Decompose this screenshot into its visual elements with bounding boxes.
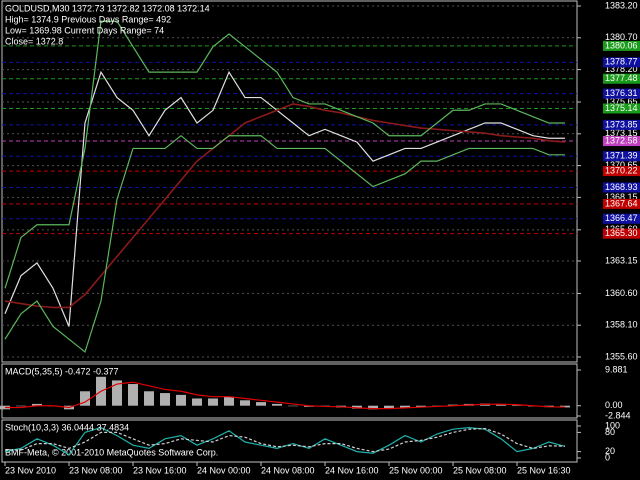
level-box [603, 57, 640, 68]
y-tick-label: 100 [605, 420, 620, 430]
level-label: 1378.77 [605, 57, 638, 67]
level-label: 1371.39 [605, 151, 638, 161]
info-line: High= 1374.9 Previous Days Range= 492 [5, 14, 171, 24]
panel-frame [1, 419, 578, 463]
info-line: Close= 1372.8 [5, 36, 63, 46]
level-box [603, 119, 640, 130]
level-label: 1370.22 [605, 165, 638, 175]
level-box [603, 88, 640, 99]
histogram-bar [144, 391, 154, 406]
x-tick-label: 25 Nov 16:30 [517, 465, 571, 475]
series-line [4, 70, 565, 327]
level-label: 1367.64 [605, 198, 638, 208]
histogram-bar [128, 384, 138, 406]
y-tick-label: 80 [605, 427, 615, 437]
y-tick-label: 1375.65 [605, 96, 638, 106]
level-label: 1368.93 [605, 182, 638, 192]
histogram-bar [112, 380, 122, 406]
y-tick-label: 1380.70 [605, 32, 638, 42]
series-line [4, 134, 565, 353]
level-box [603, 40, 640, 51]
panel-title: Stoch(10,3,3) 36.0444 37.4834 [5, 422, 129, 432]
level-box [603, 103, 640, 114]
panel-frame [1, 363, 578, 419]
x-tick-label: 24 Nov 08:00 [261, 465, 315, 475]
level-box [603, 213, 640, 224]
level-box [603, 182, 640, 193]
histogram-bar [160, 393, 170, 406]
level-label: 1376.31 [605, 88, 638, 98]
panel-title: MACD(5,35,5) -0.472 -0.377 [5, 366, 119, 376]
histogram-bar [176, 394, 186, 406]
level-label: 1377.48 [605, 73, 638, 83]
histogram-bar [352, 405, 362, 409]
footer: BMF-Meta, © 2001-2010 MetaQuotes Softwar… [5, 447, 218, 457]
histogram-bar [512, 404, 522, 406]
histogram-bar [208, 398, 218, 406]
histogram-bar [288, 405, 298, 407]
x-tick-label: 25 Nov 00:00 [389, 465, 443, 475]
level-label: 1366.47 [605, 213, 638, 223]
level-box [603, 73, 640, 84]
x-tick-label: 25 Nov 08:00 [453, 465, 507, 475]
info-line: Low= 1369.98 Current Days Range= 74 [5, 25, 164, 35]
histogram-bar [224, 396, 234, 406]
histogram-bar [32, 403, 42, 406]
x-tick-label: 23 Nov 2010 [5, 465, 56, 475]
y-tick-label: 1358.10 [605, 320, 638, 330]
y-tick-label: 0.00 [605, 400, 623, 410]
level-label: 1380.06 [605, 40, 638, 50]
y-tick-label: 1355.60 [605, 351, 638, 361]
series-line [4, 103, 566, 309]
x-tick-label: 24 Nov 16:00 [325, 465, 379, 475]
histogram-bar [256, 402, 266, 406]
level-label: 1365.30 [605, 228, 638, 238]
y-tick-label: 9.881 [605, 364, 628, 374]
y-tick-label: 1383.20 [605, 0, 638, 10]
series-line [5, 381, 566, 410]
x-tick-label: 23 Nov 08:00 [69, 465, 123, 475]
y-tick-label: 1360.60 [605, 288, 638, 298]
histogram-bar [384, 405, 394, 409]
level-box [603, 166, 640, 177]
series-line [4, 20, 565, 289]
level-label: 1373.85 [605, 119, 638, 129]
y-tick-label: 1370.65 [605, 160, 638, 170]
y-tick-label: 1368.15 [605, 192, 638, 202]
series-line [5, 427, 566, 453]
info-line: GOLDUSD,M30 1372.73 1372.82 1372.08 1372… [5, 3, 210, 13]
histogram-bar [400, 405, 410, 408]
x-tick-label: 24 Nov 00:00 [197, 465, 251, 475]
y-tick-label: 1373.15 [605, 128, 638, 138]
level-label: 1375.14 [605, 103, 638, 113]
level-box [603, 136, 640, 147]
histogram-bar [16, 405, 26, 407]
histogram-bar [368, 405, 378, 410]
y-tick-label: 1378.20 [605, 64, 638, 74]
level-box [603, 198, 640, 209]
level-label: 1372.58 [605, 135, 638, 145]
histogram-bar [192, 398, 202, 406]
histogram-bar [416, 405, 426, 407]
y-tick-label: 20 [605, 446, 615, 456]
panel-frame [1, 0, 578, 363]
x-tick-label: 23 Nov 16:00 [133, 465, 187, 475]
level-box [603, 151, 640, 162]
y-tick-label: 0 [605, 452, 610, 462]
y-tick-label: -2.844 [605, 410, 631, 420]
y-tick-label: 1363.15 [605, 255, 638, 265]
histogram-bar [272, 403, 282, 406]
level-box [603, 228, 640, 239]
histogram-bar [240, 400, 250, 406]
histogram-bar [80, 391, 90, 406]
